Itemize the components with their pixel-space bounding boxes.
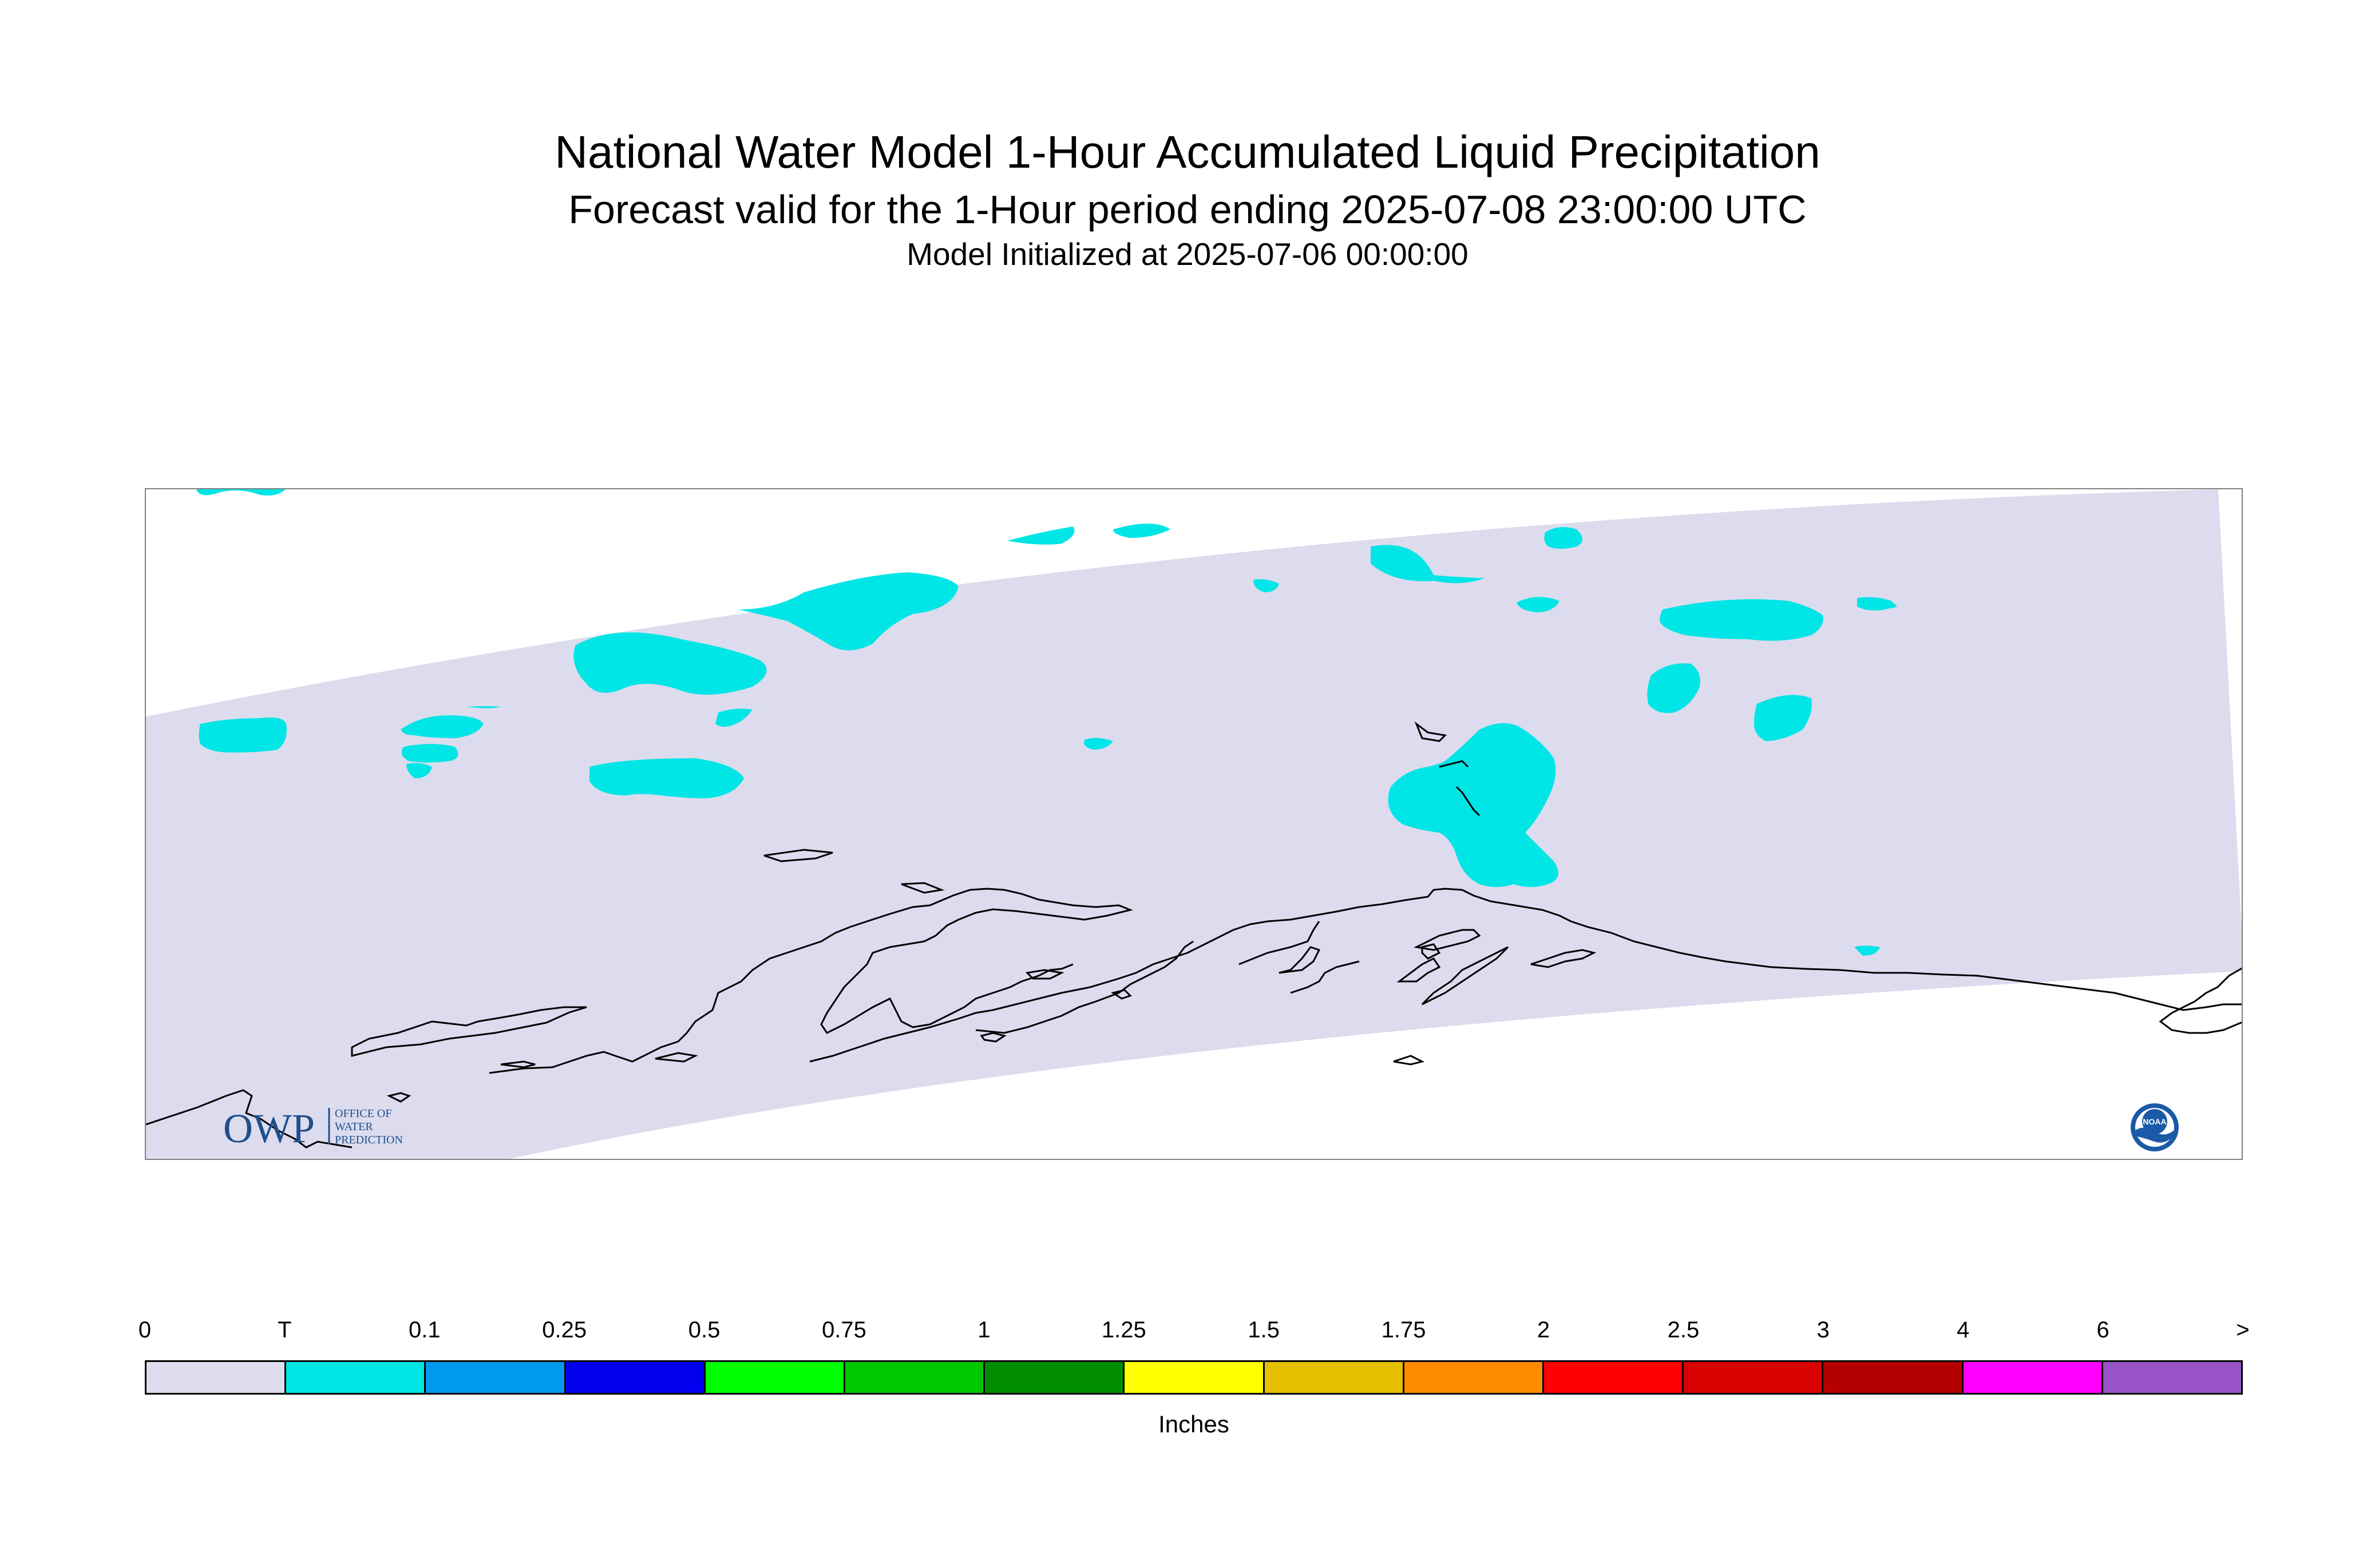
precip-area-14 xyxy=(1388,723,1558,887)
coastline-south-alaska xyxy=(809,888,2242,1063)
coastline-canada-east xyxy=(2159,967,2242,1034)
coastline-southeast-islands xyxy=(975,940,1194,1034)
svg-text:OFFICE OF: OFFICE OF xyxy=(335,1107,391,1120)
coastline-arctic-coast xyxy=(1290,960,1360,994)
precip-area-16 xyxy=(401,744,458,763)
svg-text:NOAA: NOAA xyxy=(2143,1117,2166,1126)
precip-area-6 xyxy=(1253,579,1279,592)
map-title: National Water Model 1-Hour Accumulated … xyxy=(555,126,1820,177)
svg-text:WATER: WATER xyxy=(335,1120,373,1133)
precip-area-18 xyxy=(406,763,432,778)
precip-area-19 xyxy=(589,758,744,798)
precipitation-map xyxy=(146,489,2242,1159)
legend-tick-label: 0.25 xyxy=(542,1317,587,1343)
precip-area-12 xyxy=(1647,663,1700,713)
legend-swatch-14 xyxy=(2103,1362,2242,1393)
precip-area-21 xyxy=(1084,738,1113,750)
legend-swatch-10 xyxy=(1544,1362,1684,1393)
forecast-valid-subtitle: Forecast valid for the 1-Hour period end… xyxy=(568,187,1807,232)
owp-logo: OWP OFFICE OF WATER PREDICTION xyxy=(223,1106,403,1149)
coastline-aleutian-islands xyxy=(1530,949,1597,968)
coastline-gulf-islands xyxy=(1396,957,1441,983)
coastline-glacier-bay xyxy=(1455,786,1481,817)
precip-area-22 xyxy=(1854,945,1880,956)
legend-swatch-12 xyxy=(1823,1362,1964,1393)
map-frame: OWP OFFICE OF WATER PREDICTION NOAA xyxy=(145,488,2243,1160)
coastline-barrow xyxy=(1439,760,1469,768)
legend-swatch-4 xyxy=(705,1362,846,1393)
legend-tick-label: T xyxy=(278,1317,292,1343)
model-init-subtitle: Model Initialized at 2025-07-06 00:00:00 xyxy=(907,236,1468,272)
legend-tick-label: 1.75 xyxy=(1381,1317,1426,1343)
precip-area-7 xyxy=(1371,545,1485,583)
legend-swatch-5 xyxy=(845,1362,985,1393)
legend-color-bar xyxy=(145,1360,2243,1395)
coastline-kuskokwim-bay xyxy=(500,1060,536,1068)
coastline-nunivak-island xyxy=(980,1032,1007,1043)
precip-area-15 xyxy=(199,717,287,753)
coastline-seward-peninsula xyxy=(901,882,945,894)
precip-area-10 xyxy=(1660,599,1823,641)
coastline-bristol-bay xyxy=(655,1052,698,1063)
coastline-st-lawrence-island xyxy=(1025,969,1064,980)
legend-tick-label: 1 xyxy=(977,1317,991,1343)
coastline-pribilof-islands xyxy=(386,1092,411,1103)
svg-text:PREDICTION: PREDICTION xyxy=(335,1134,403,1146)
coastline-western-alaska xyxy=(351,1006,587,1057)
precip-area-8 xyxy=(1544,527,1582,549)
precip-area-5 xyxy=(1113,524,1170,538)
legend-tick-label: 4 xyxy=(1957,1317,1970,1343)
legend-swatch-1 xyxy=(286,1362,426,1393)
precip-area-20 xyxy=(715,708,753,727)
legend-tick-label: 6 xyxy=(2096,1317,2109,1343)
coastline-alaska-mainland xyxy=(146,1089,353,1149)
precipitation-trace-areas xyxy=(196,489,1897,956)
legend-swatch-7 xyxy=(1125,1362,1265,1393)
noaa-logo: NOAA xyxy=(2131,1103,2179,1151)
legend-swatch-6 xyxy=(985,1362,1125,1393)
legend-tick-label: 2 xyxy=(1537,1317,1550,1343)
legend-tick-label: 0.5 xyxy=(688,1317,721,1343)
legend-swatch-3 xyxy=(565,1362,706,1393)
coastline-norton-sound xyxy=(489,888,1133,1074)
legend-swatch-8 xyxy=(1264,1362,1404,1393)
legend-swatch-9 xyxy=(1404,1362,1545,1393)
legend-tick-label: 2.5 xyxy=(1667,1317,1700,1343)
color-legend: 0 T 0.1 0.25 0.5 0.75 1 1.25 1.5 1.75 2 2.5 3 4 6 > Inc… xyxy=(138,1317,2250,1443)
precip-area-17 xyxy=(401,715,484,738)
legend-tick-label: 0 xyxy=(138,1317,152,1343)
coastlines xyxy=(146,721,2242,1149)
coastline-st-matthew-island xyxy=(1111,989,1132,1000)
model-domain xyxy=(146,489,2242,1159)
legend-tick-label: 1.5 xyxy=(1248,1317,1280,1343)
legend-tick-label: 1.25 xyxy=(1101,1317,1146,1343)
legend-swatch-11 xyxy=(1684,1362,1824,1393)
coastline-yukon-delta xyxy=(763,849,833,862)
precip-area-23 xyxy=(466,706,501,708)
coastline-lake-iliamna xyxy=(1393,1055,1425,1066)
legend-tick-label: 0.75 xyxy=(822,1317,866,1343)
coastline-alaska-peninsula xyxy=(1238,921,1320,965)
coastline-kenai-peninsula xyxy=(1421,946,1509,1005)
precip-area-9 xyxy=(1517,597,1559,612)
coastline-cook-inlet xyxy=(1421,943,1441,960)
legend-tick-label: > xyxy=(2236,1317,2250,1343)
precip-area-2 xyxy=(573,632,767,695)
legend-tick-label: 3 xyxy=(1816,1317,1830,1343)
legend-unit-label: Inches xyxy=(1158,1411,1229,1438)
precip-area-24 xyxy=(1871,600,1897,609)
precip-area-3 xyxy=(738,572,959,651)
coastline-kodiak-island xyxy=(1278,946,1321,974)
legend-swatch-13 xyxy=(1963,1362,2103,1393)
precip-area-4 xyxy=(1007,526,1075,545)
svg-text:OWP: OWP xyxy=(223,1106,315,1149)
precip-area-13 xyxy=(1754,695,1812,741)
precip-area-1 xyxy=(196,489,286,496)
legend-tick-label: 0.1 xyxy=(408,1317,441,1343)
legend-swatch-0 xyxy=(147,1362,287,1393)
coastline-prince-william-sound xyxy=(1414,929,1481,951)
coastline-interior-lake xyxy=(1414,721,1447,742)
legend-swatch-2 xyxy=(426,1362,566,1393)
